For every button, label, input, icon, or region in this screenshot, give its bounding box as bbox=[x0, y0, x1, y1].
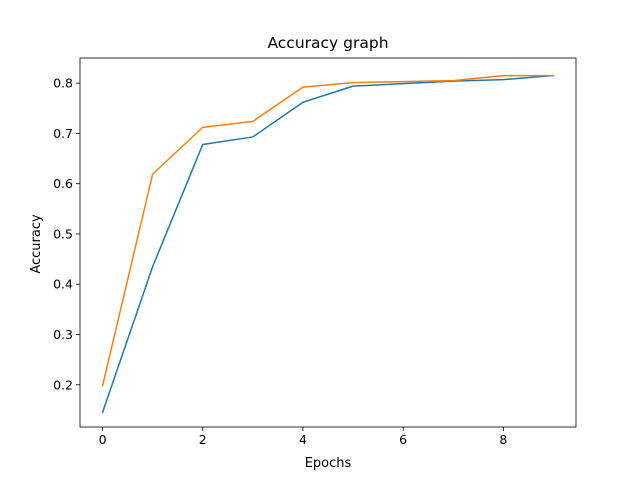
plot-area bbox=[80, 58, 576, 427]
x-tick-label: 8 bbox=[499, 432, 507, 447]
y-tick-label: 0.6 bbox=[53, 176, 73, 191]
x-tick-label: 6 bbox=[399, 432, 407, 447]
y-tick-label: 0.5 bbox=[53, 226, 73, 241]
x-tick-label: 4 bbox=[299, 432, 307, 447]
x-tick-label: 0 bbox=[99, 432, 107, 447]
y-tick-label: 0.8 bbox=[53, 76, 73, 91]
y-tick-label: 0.4 bbox=[53, 277, 73, 292]
y-tick-label: 0.3 bbox=[53, 327, 73, 342]
series-line-2 bbox=[101, 74, 555, 387]
x-tick-label: 2 bbox=[199, 432, 207, 447]
plot-background bbox=[80, 58, 576, 427]
x-axis-label: Epochs bbox=[305, 456, 352, 471]
y-tick-label: 0.2 bbox=[53, 377, 73, 392]
series-line-1 bbox=[101, 74, 555, 414]
y-tick-label: 0.7 bbox=[53, 126, 73, 141]
axes-frame bbox=[79, 57, 577, 428]
ticks: 0 2 4 6 8 0.2 0.3 0.4 0.5 0.6 0.7 0.8 bbox=[53, 76, 507, 447]
axes bbox=[79, 57, 577, 428]
series-lines bbox=[101, 74, 555, 414]
chart-title: Accuracy graph bbox=[267, 34, 388, 52]
y-axis-label: Accuracy bbox=[29, 214, 44, 274]
